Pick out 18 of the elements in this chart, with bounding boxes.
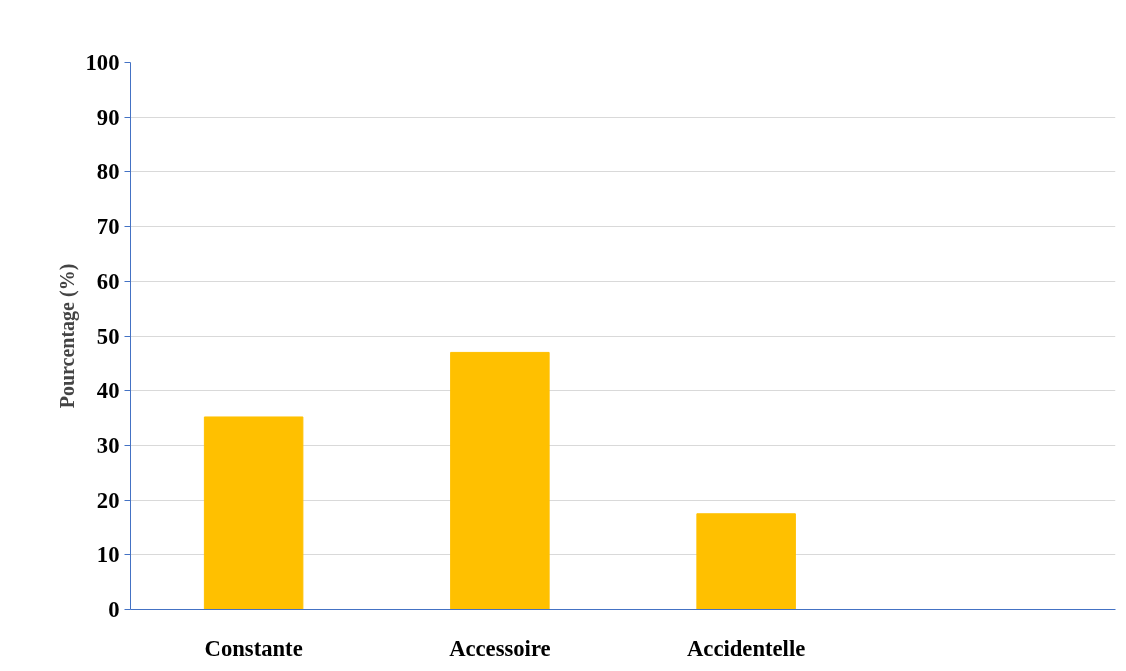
x-tick-label: Accessoire (449, 635, 551, 661)
y-tick-label: 50 (96, 323, 120, 349)
y-tick-label: 100 (85, 50, 120, 75)
bar (203, 416, 304, 610)
bar (450, 351, 550, 610)
bar (696, 513, 796, 610)
y-tick-label: 0 (108, 597, 120, 622)
y-tick-label: 20 (96, 487, 120, 513)
y-tick-label: 90 (96, 104, 120, 130)
y-tick-label: 60 (96, 268, 120, 294)
y-tick-label: 70 (96, 214, 120, 240)
y-tick-label: 10 (96, 542, 120, 568)
y-tick-label: 40 (96, 378, 120, 404)
y-tick-label: 80 (96, 159, 120, 185)
x-tick-label: Constante (204, 635, 303, 661)
x-tick-label: Accidentelle (686, 635, 806, 661)
y-tick-label: 30 (96, 432, 120, 458)
y-axis-title: Pourcentage (%) (55, 263, 79, 409)
